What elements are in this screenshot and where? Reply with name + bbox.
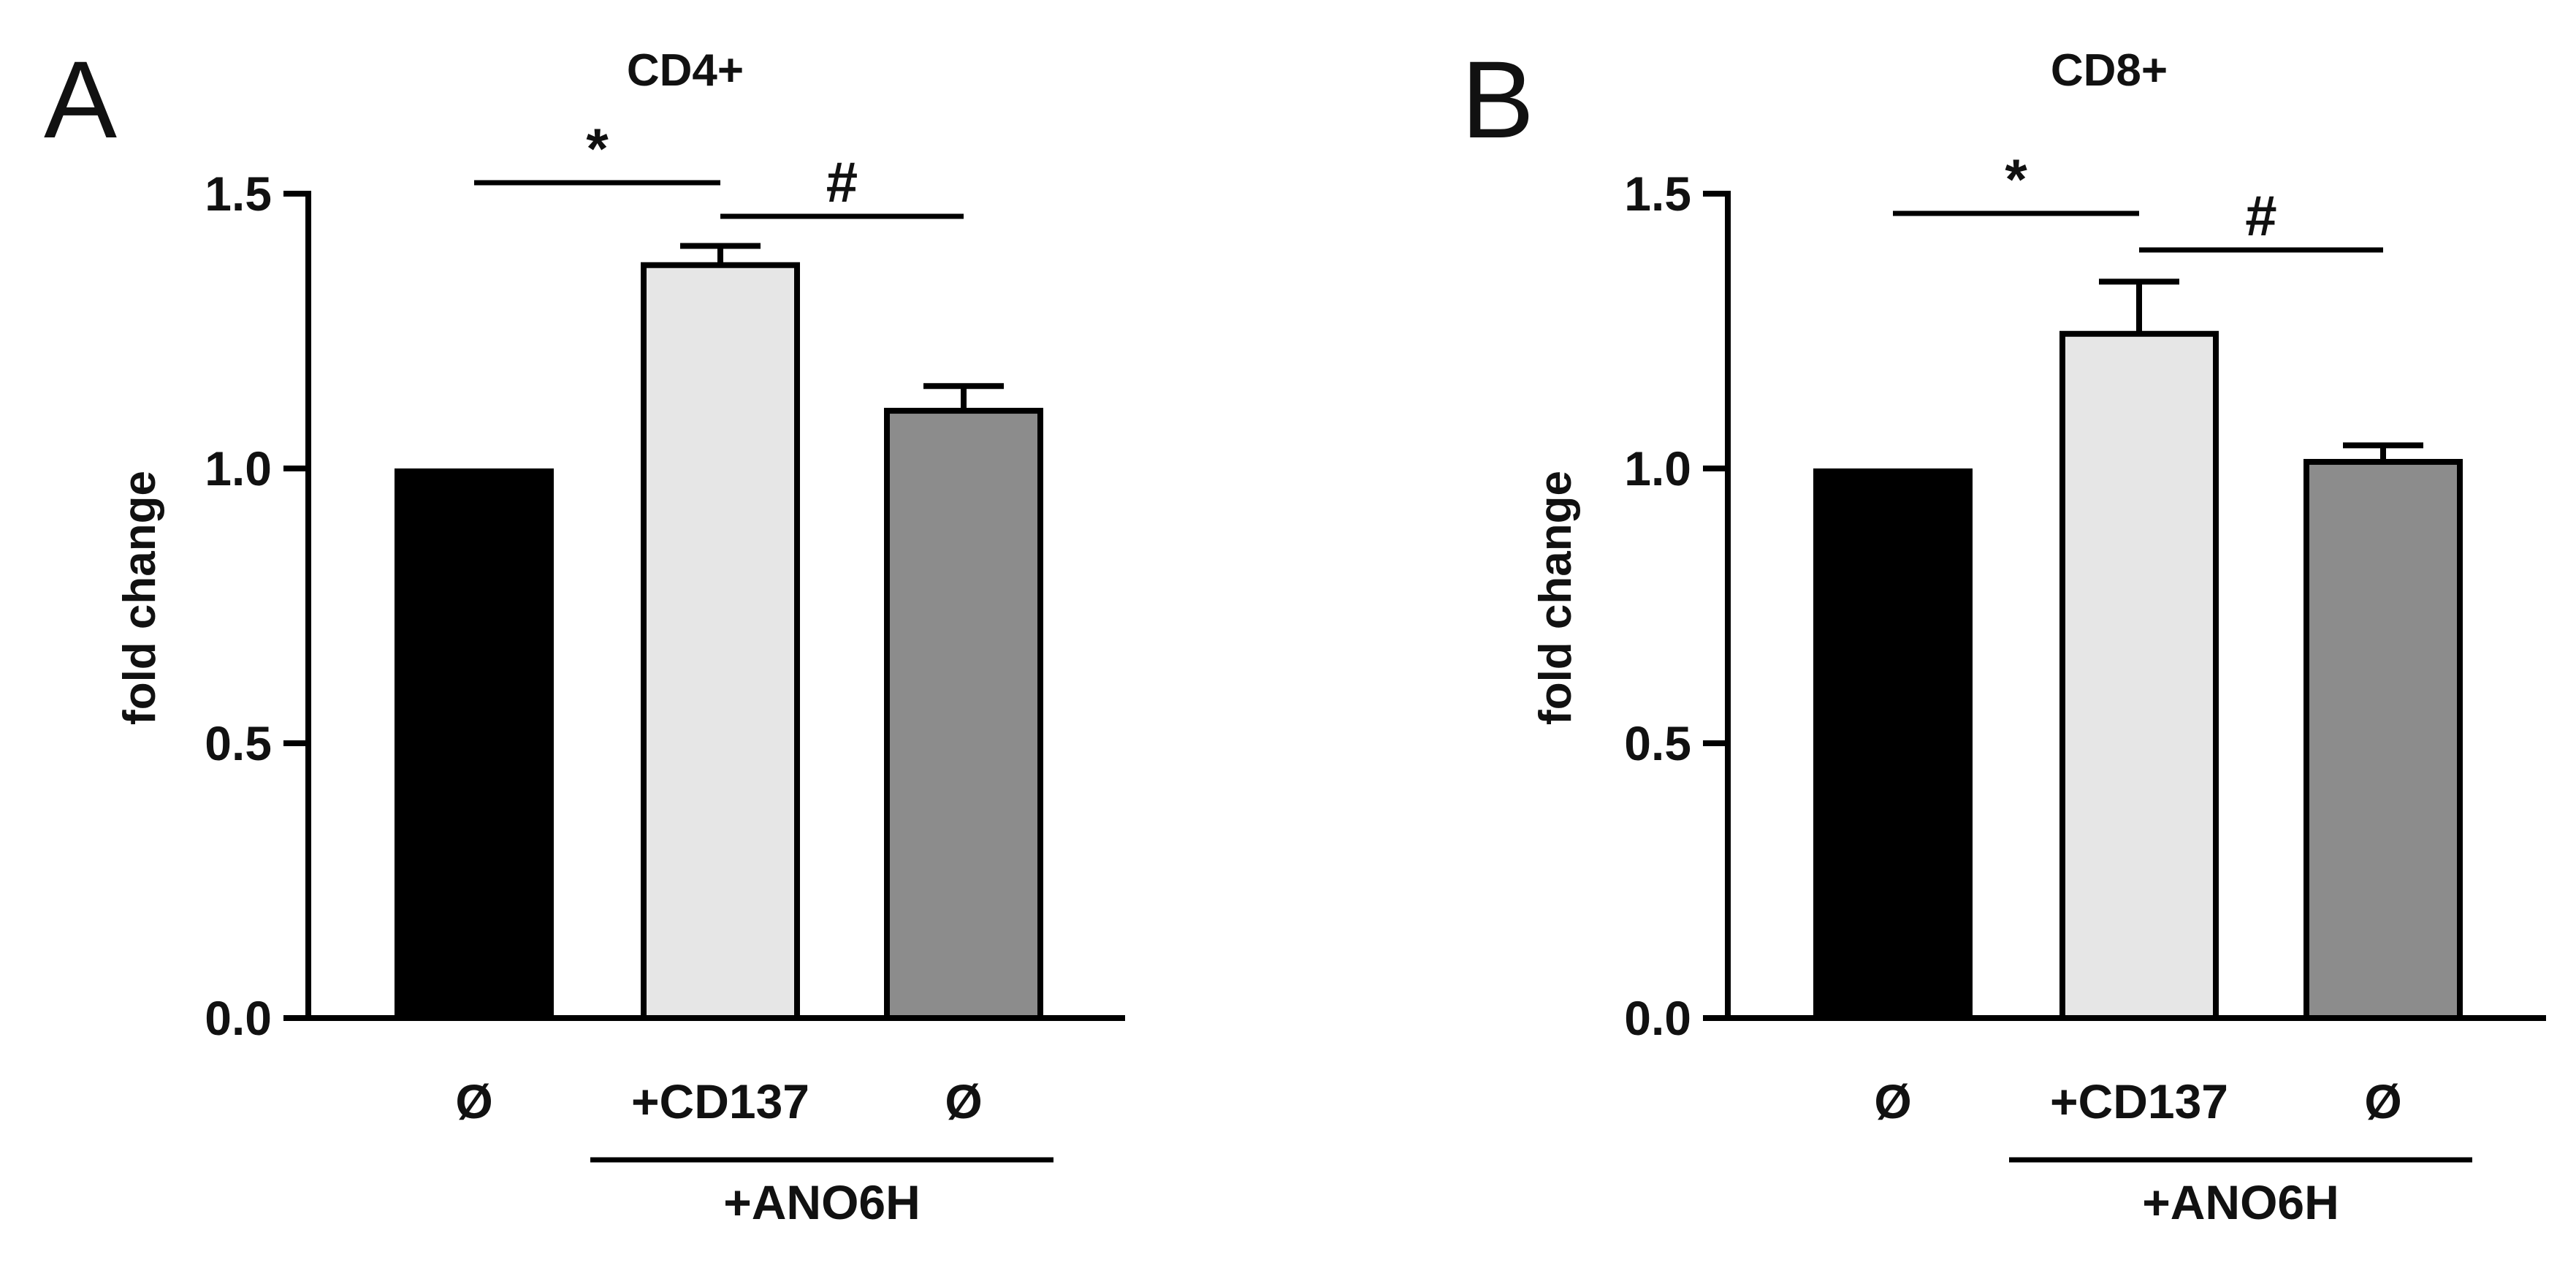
y-tick-label: 0.0 bbox=[205, 991, 272, 1045]
bars bbox=[395, 262, 1043, 1021]
y-axis-label: fold change bbox=[1531, 471, 1581, 725]
error-bars bbox=[680, 243, 1004, 411]
bar bbox=[395, 468, 554, 1018]
bar bbox=[2059, 330, 2219, 1021]
panel-b: B CD8+ fold change 0.00.51.01.5 *# Ø +CD1… bbox=[1461, 38, 2546, 1229]
significance-annotations: *# bbox=[474, 116, 964, 219]
x-category-label: +CD137 bbox=[2050, 1074, 2228, 1128]
y-axis-label: fold change bbox=[115, 471, 165, 725]
y-ticks: 0.0 0.5 1.0 1.5 bbox=[1624, 167, 1728, 1045]
significance-label: * bbox=[586, 116, 609, 181]
x-category-label: +CD137 bbox=[631, 1074, 809, 1128]
x-category-label: Ø bbox=[945, 1074, 982, 1128]
group-label: +ANO6H bbox=[2142, 1175, 2339, 1229]
y-tick-label: 0.0 bbox=[1624, 991, 1691, 1045]
chart-title: CD8+ bbox=[2051, 45, 2168, 96]
x-category-labels: Ø +CD137 Ø bbox=[455, 1074, 982, 1128]
error-bars bbox=[2099, 278, 2423, 462]
y-tick-label: 1.0 bbox=[1624, 441, 1691, 496]
significance-label: * bbox=[2005, 147, 2027, 211]
panel-a: A CD4+ fold change 0.00.51.01.5 *# Ø +CD1… bbox=[44, 38, 1125, 1229]
group-label: +ANO6H bbox=[723, 1175, 921, 1229]
chart-title: CD4+ bbox=[627, 45, 744, 96]
bar bbox=[2303, 458, 2463, 1021]
x-category-label: Ø bbox=[455, 1074, 492, 1128]
bar bbox=[641, 262, 800, 1021]
significance-label: # bbox=[2245, 183, 2276, 248]
bars bbox=[1813, 330, 2463, 1021]
x-category-label: Ø bbox=[1874, 1074, 1911, 1128]
y-tick-label: 0.5 bbox=[1624, 716, 1691, 770]
panel-letter: A bbox=[44, 38, 117, 161]
x-category-label: Ø bbox=[2364, 1074, 2401, 1128]
y-tick-label: 1.5 bbox=[1624, 167, 1691, 221]
x-category-labels: Ø +CD137 Ø bbox=[1874, 1074, 2401, 1128]
panel-letter: B bbox=[1461, 38, 1534, 161]
significance-annotations: *# bbox=[1893, 147, 2383, 253]
bar bbox=[884, 408, 1043, 1021]
y-tick-label: 0.5 bbox=[205, 716, 272, 770]
bar bbox=[1813, 468, 1973, 1018]
significance-label: # bbox=[826, 150, 858, 214]
y-ticks: 0.0 0.5 1.0 1.5 bbox=[205, 167, 308, 1045]
y-tick-label: 1.5 bbox=[205, 167, 272, 221]
y-tick-label: 1.0 bbox=[205, 441, 272, 496]
